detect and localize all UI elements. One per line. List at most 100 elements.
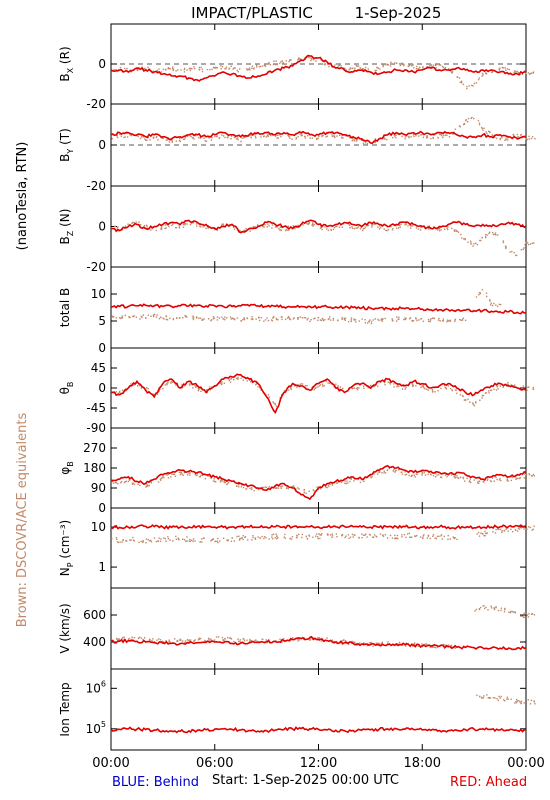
series-point-equivalent [165,318,167,321]
series-point-equivalent [265,486,268,489]
series-point-equivalent [150,541,153,543]
series-point-equivalent [290,538,293,540]
series-point-equivalent [468,85,470,87]
series-point-equivalent [361,536,363,539]
series-point-equivalent [275,60,277,62]
series-point-equivalent [512,134,514,136]
series-point-equivalent [139,318,141,320]
series-point-equivalent [498,69,501,71]
series-point-equivalent [288,318,291,320]
series-line-ahead [110,54,527,82]
series-point-equivalent [499,67,501,69]
series-point-equivalent [192,317,194,319]
series-point-equivalent [171,141,174,143]
series-point-equivalent [381,320,383,323]
series-point-equivalent [223,481,226,484]
series-point-equivalent [431,389,434,391]
series-point-equivalent [518,528,521,530]
series-point-equivalent [192,315,194,317]
series-point-equivalent [145,224,148,227]
series-point-equivalent [359,481,362,484]
series-point-equivalent [194,385,196,387]
series-point-equivalent [149,139,151,141]
chart-title-instrument: IMPACT/PLASTIC [191,4,313,22]
series-point-equivalent [451,70,454,72]
series-point-equivalent [227,539,229,541]
series-point-equivalent [397,227,400,229]
series-point-equivalent [361,479,363,481]
series-point-equivalent [218,137,220,139]
series-point-equivalent [478,77,481,79]
series-point-equivalent [369,534,372,536]
series-point-equivalent [417,645,419,647]
series-point-equivalent [207,475,209,477]
series-point-equivalent [195,223,198,225]
series-point-equivalent [378,228,381,230]
series-point-equivalent [117,226,119,228]
series-point-equivalent [249,638,251,641]
series-point-equivalent [136,68,138,71]
series-point-equivalent [255,318,257,320]
series-point-equivalent [272,533,275,535]
series-point-equivalent [137,135,140,138]
series-point-equivalent [167,537,170,540]
series-point-equivalent [226,483,228,486]
series-point-equivalent [295,138,297,140]
series-point-equivalent [498,479,501,481]
series-point-equivalent [528,138,530,140]
series-point-equivalent [220,65,222,67]
series-point-equivalent [421,472,424,475]
series-point-equivalent [296,386,298,388]
series-point-equivalent [234,136,236,138]
series-point-equivalent [268,225,270,227]
series-point-equivalent [329,534,332,536]
series-point-equivalent [182,138,185,140]
series-point-equivalent [530,613,533,616]
series-point-equivalent [131,222,133,224]
series-point-equivalent [355,64,357,67]
series-point-equivalent [326,135,329,137]
series-point-equivalent [499,477,501,480]
series-point-equivalent [403,318,405,321]
series-point-equivalent [183,68,186,71]
series-point-equivalent [371,224,373,227]
series-point-equivalent [468,480,471,482]
series-point-equivalent [234,67,236,69]
series-point-equivalent [273,316,275,318]
series-point-equivalent [254,538,257,541]
series-point-equivalent [266,226,269,228]
series-point-equivalent [335,225,337,228]
series-point-equivalent [153,313,156,316]
series-point-equivalent [255,64,258,67]
series-point-equivalent [366,142,369,145]
series-point-equivalent [137,483,139,486]
series-point-equivalent [158,390,160,392]
series-point-equivalent [367,387,369,389]
series-point-equivalent [137,637,140,640]
series-point-equivalent [451,389,453,391]
series-point-equivalent [212,480,215,482]
series-point-equivalent [368,533,371,536]
series-point-equivalent [296,317,299,319]
series-point-equivalent [408,532,411,535]
series-point-equivalent [489,131,491,133]
series-point-equivalent [217,537,219,540]
series-point-equivalent [392,227,394,230]
series-point-equivalent [414,535,416,537]
series-point-equivalent [381,318,383,321]
series-point-equivalent [394,537,396,540]
series-point-equivalent [350,320,352,323]
series-point-equivalent [525,138,527,140]
series-point-equivalent [369,475,372,477]
series-point-equivalent [174,475,177,477]
series-point-equivalent [483,535,485,537]
series-point-equivalent [255,639,257,641]
series-point-equivalent [181,473,183,475]
series-point-equivalent [495,528,497,531]
series-point-equivalent [248,379,251,381]
series-point-equivalent [411,225,413,227]
series-point-equivalent [532,473,535,476]
series-point-equivalent [529,526,531,529]
series-point-equivalent [491,71,494,73]
series-point-equivalent [298,533,300,536]
